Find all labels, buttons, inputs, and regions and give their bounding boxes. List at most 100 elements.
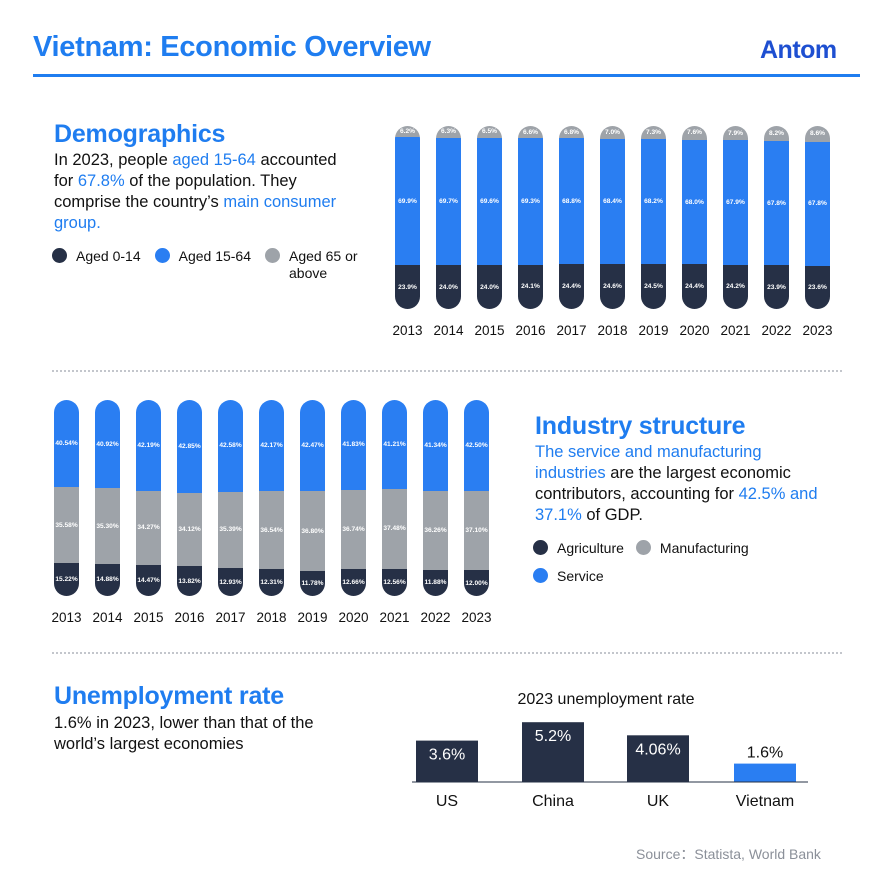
unemployment-text: 1.6% in 2023, lower than that of the wor… xyxy=(54,714,314,753)
bar-segment: 42.47% xyxy=(300,400,325,492)
stacked-bar: 42.17% 36.54% 12.31% xyxy=(259,400,284,596)
bar-segment: 67.9% xyxy=(723,140,748,265)
stacked-bar: 7.0% 68.4% 24.6% xyxy=(600,126,625,309)
data-label: 36.54% xyxy=(260,526,283,534)
section-divider xyxy=(52,370,842,372)
data-label: 68.8% xyxy=(562,197,581,205)
stacked-bar: 42.47% 36.80% 11.78% xyxy=(300,400,325,596)
data-label: 24.4% xyxy=(685,283,704,291)
chart-title: 2023 unemployment rate xyxy=(518,691,695,708)
bar-segment: 12.00% xyxy=(464,570,489,596)
data-label: 24.5% xyxy=(644,283,663,291)
bar-segment: 7.9% xyxy=(723,126,748,141)
x-tick-label: UK xyxy=(647,793,670,810)
bar-segment: 12.66% xyxy=(341,568,366,596)
data-label: 41.83% xyxy=(342,441,365,449)
data-label: 36.26% xyxy=(424,526,447,534)
legend-swatch xyxy=(635,540,651,555)
data-label: 42.50% xyxy=(465,441,488,449)
bar-segment: 15.22% xyxy=(54,563,79,596)
bar-segment: 6.6% xyxy=(518,126,543,139)
bar-segment: 6.2% xyxy=(395,126,420,138)
body-text: are the largest economic contributors, a… xyxy=(535,464,791,503)
x-tick-label: 2021 xyxy=(720,323,751,338)
data-label: 24.1% xyxy=(521,283,540,291)
bar-segment: 69.7% xyxy=(436,137,461,266)
bar-segment: 24.2% xyxy=(723,264,748,309)
bar-segment: 67.8% xyxy=(805,141,830,266)
bar-column: 7.3% 68.2% 24.5% 2019 xyxy=(638,126,669,338)
x-tick-label: US xyxy=(436,793,458,810)
bar-segment: 6.3% xyxy=(436,126,461,138)
x-tick-label: 2023 xyxy=(802,323,833,338)
bar-column: 42.58% 35.39% 12.93% 2017 xyxy=(215,400,246,625)
demographics-heading: Demographics xyxy=(54,120,226,148)
bar-column: 8.6% 67.8% 23.6% 2023 xyxy=(802,126,833,338)
x-tick-label: Vietnam xyxy=(736,793,794,810)
bar-segment: 42.85% xyxy=(177,400,202,493)
bar-segment: 11.78% xyxy=(300,570,325,596)
bar-segment: 7.0% xyxy=(600,126,625,139)
demographics-legend: Aged 0-14 Aged 15-64 Aged 65 or above xyxy=(52,248,382,282)
x-tick-label: 2021 xyxy=(379,610,410,625)
bar-segment: 68.2% xyxy=(641,139,666,265)
highlight-text: 67.8% xyxy=(77,172,125,190)
data-label: 13.82% xyxy=(178,577,201,585)
data-label: 6.8% xyxy=(563,128,580,136)
bar-segment: 23.9% xyxy=(395,265,420,309)
x-tick-label: 2018 xyxy=(597,323,628,338)
bar-column: 6.5% 69.6% 24.0% 2015 xyxy=(474,126,505,338)
bar-column: 7.6% 68.0% 24.4% 2020 xyxy=(679,126,710,338)
bar-segment: 35.39% xyxy=(218,491,243,569)
data-label: 41.34% xyxy=(424,441,447,449)
data-label: 15.22% xyxy=(55,576,78,584)
bar-segment: 6.8% xyxy=(559,126,584,139)
body-text: accounted for xyxy=(54,151,337,190)
industry-chart: 40.54% 35.58% 15.22% 2013 40.92% 35.30% 14.88%… xyxy=(51,400,499,628)
data-label: 37.48% xyxy=(383,525,406,533)
bar-segment: 68.0% xyxy=(682,139,707,265)
x-tick-label: 2018 xyxy=(256,610,287,625)
stacked-bar: 6.6% 69.3% 24.1% xyxy=(518,126,543,309)
bar-column: 6.8% 68.8% 24.4% 2017 xyxy=(556,126,587,338)
bar-segment: 41.21% xyxy=(382,400,407,489)
legend-item: Service xyxy=(533,568,604,585)
data-label: 23.9% xyxy=(767,283,786,291)
stacked-bar: 6.8% 68.8% 24.4% xyxy=(559,126,584,309)
legend-item: Aged 65 or above xyxy=(265,248,365,282)
data-label: 24.0% xyxy=(439,283,458,291)
bar-segment: 35.30% xyxy=(95,488,120,564)
bar-segment: 34.12% xyxy=(177,492,202,567)
data-label: 42.47% xyxy=(301,442,324,450)
x-tick-label: 2014 xyxy=(433,323,464,338)
bar-column: 41.83% 36.74% 12.66% 2020 xyxy=(338,400,369,625)
legend-label: Service xyxy=(557,568,604,584)
bar-column: 6.6% 69.3% 24.1% 2016 xyxy=(515,126,546,338)
x-tick-label: 2019 xyxy=(638,323,669,338)
bar-segment: 14.47% xyxy=(136,564,161,596)
data-label: 67.8% xyxy=(808,200,827,208)
stacked-bar: 41.21% 37.48% 12.56% xyxy=(382,400,407,596)
bar-segment: 11.88% xyxy=(423,569,448,596)
x-tick-label: China xyxy=(532,793,574,810)
data-label: 68.4% xyxy=(603,197,622,205)
data-label: 23.6% xyxy=(808,283,827,291)
stacked-bar: 7.9% 67.9% 24.2% xyxy=(723,126,748,309)
bar-segment: 42.17% xyxy=(259,400,284,491)
unemployment-heading: Unemployment rate xyxy=(54,682,284,710)
data-label: 4.06% xyxy=(635,741,680,758)
data-label: 34.12% xyxy=(178,525,201,533)
bar-segment: 34.27% xyxy=(136,490,161,565)
bar-segment: 24.1% xyxy=(518,264,543,309)
data-label: 8.6% xyxy=(809,130,826,138)
data-label: 42.19% xyxy=(137,441,160,449)
bar-segment: 67.8% xyxy=(764,141,789,266)
demographics-text: In 2023, people aged 15-64 accounted for… xyxy=(54,150,354,234)
bar-segment: 41.83% xyxy=(341,400,366,490)
legend-swatch xyxy=(52,248,67,263)
data-label: 67.9% xyxy=(726,199,745,207)
legend-item: Aged 0-14 xyxy=(52,248,141,282)
data-label: 14.47% xyxy=(137,576,160,584)
bar-segment: 24.4% xyxy=(682,264,707,309)
legend-swatch xyxy=(533,540,548,555)
